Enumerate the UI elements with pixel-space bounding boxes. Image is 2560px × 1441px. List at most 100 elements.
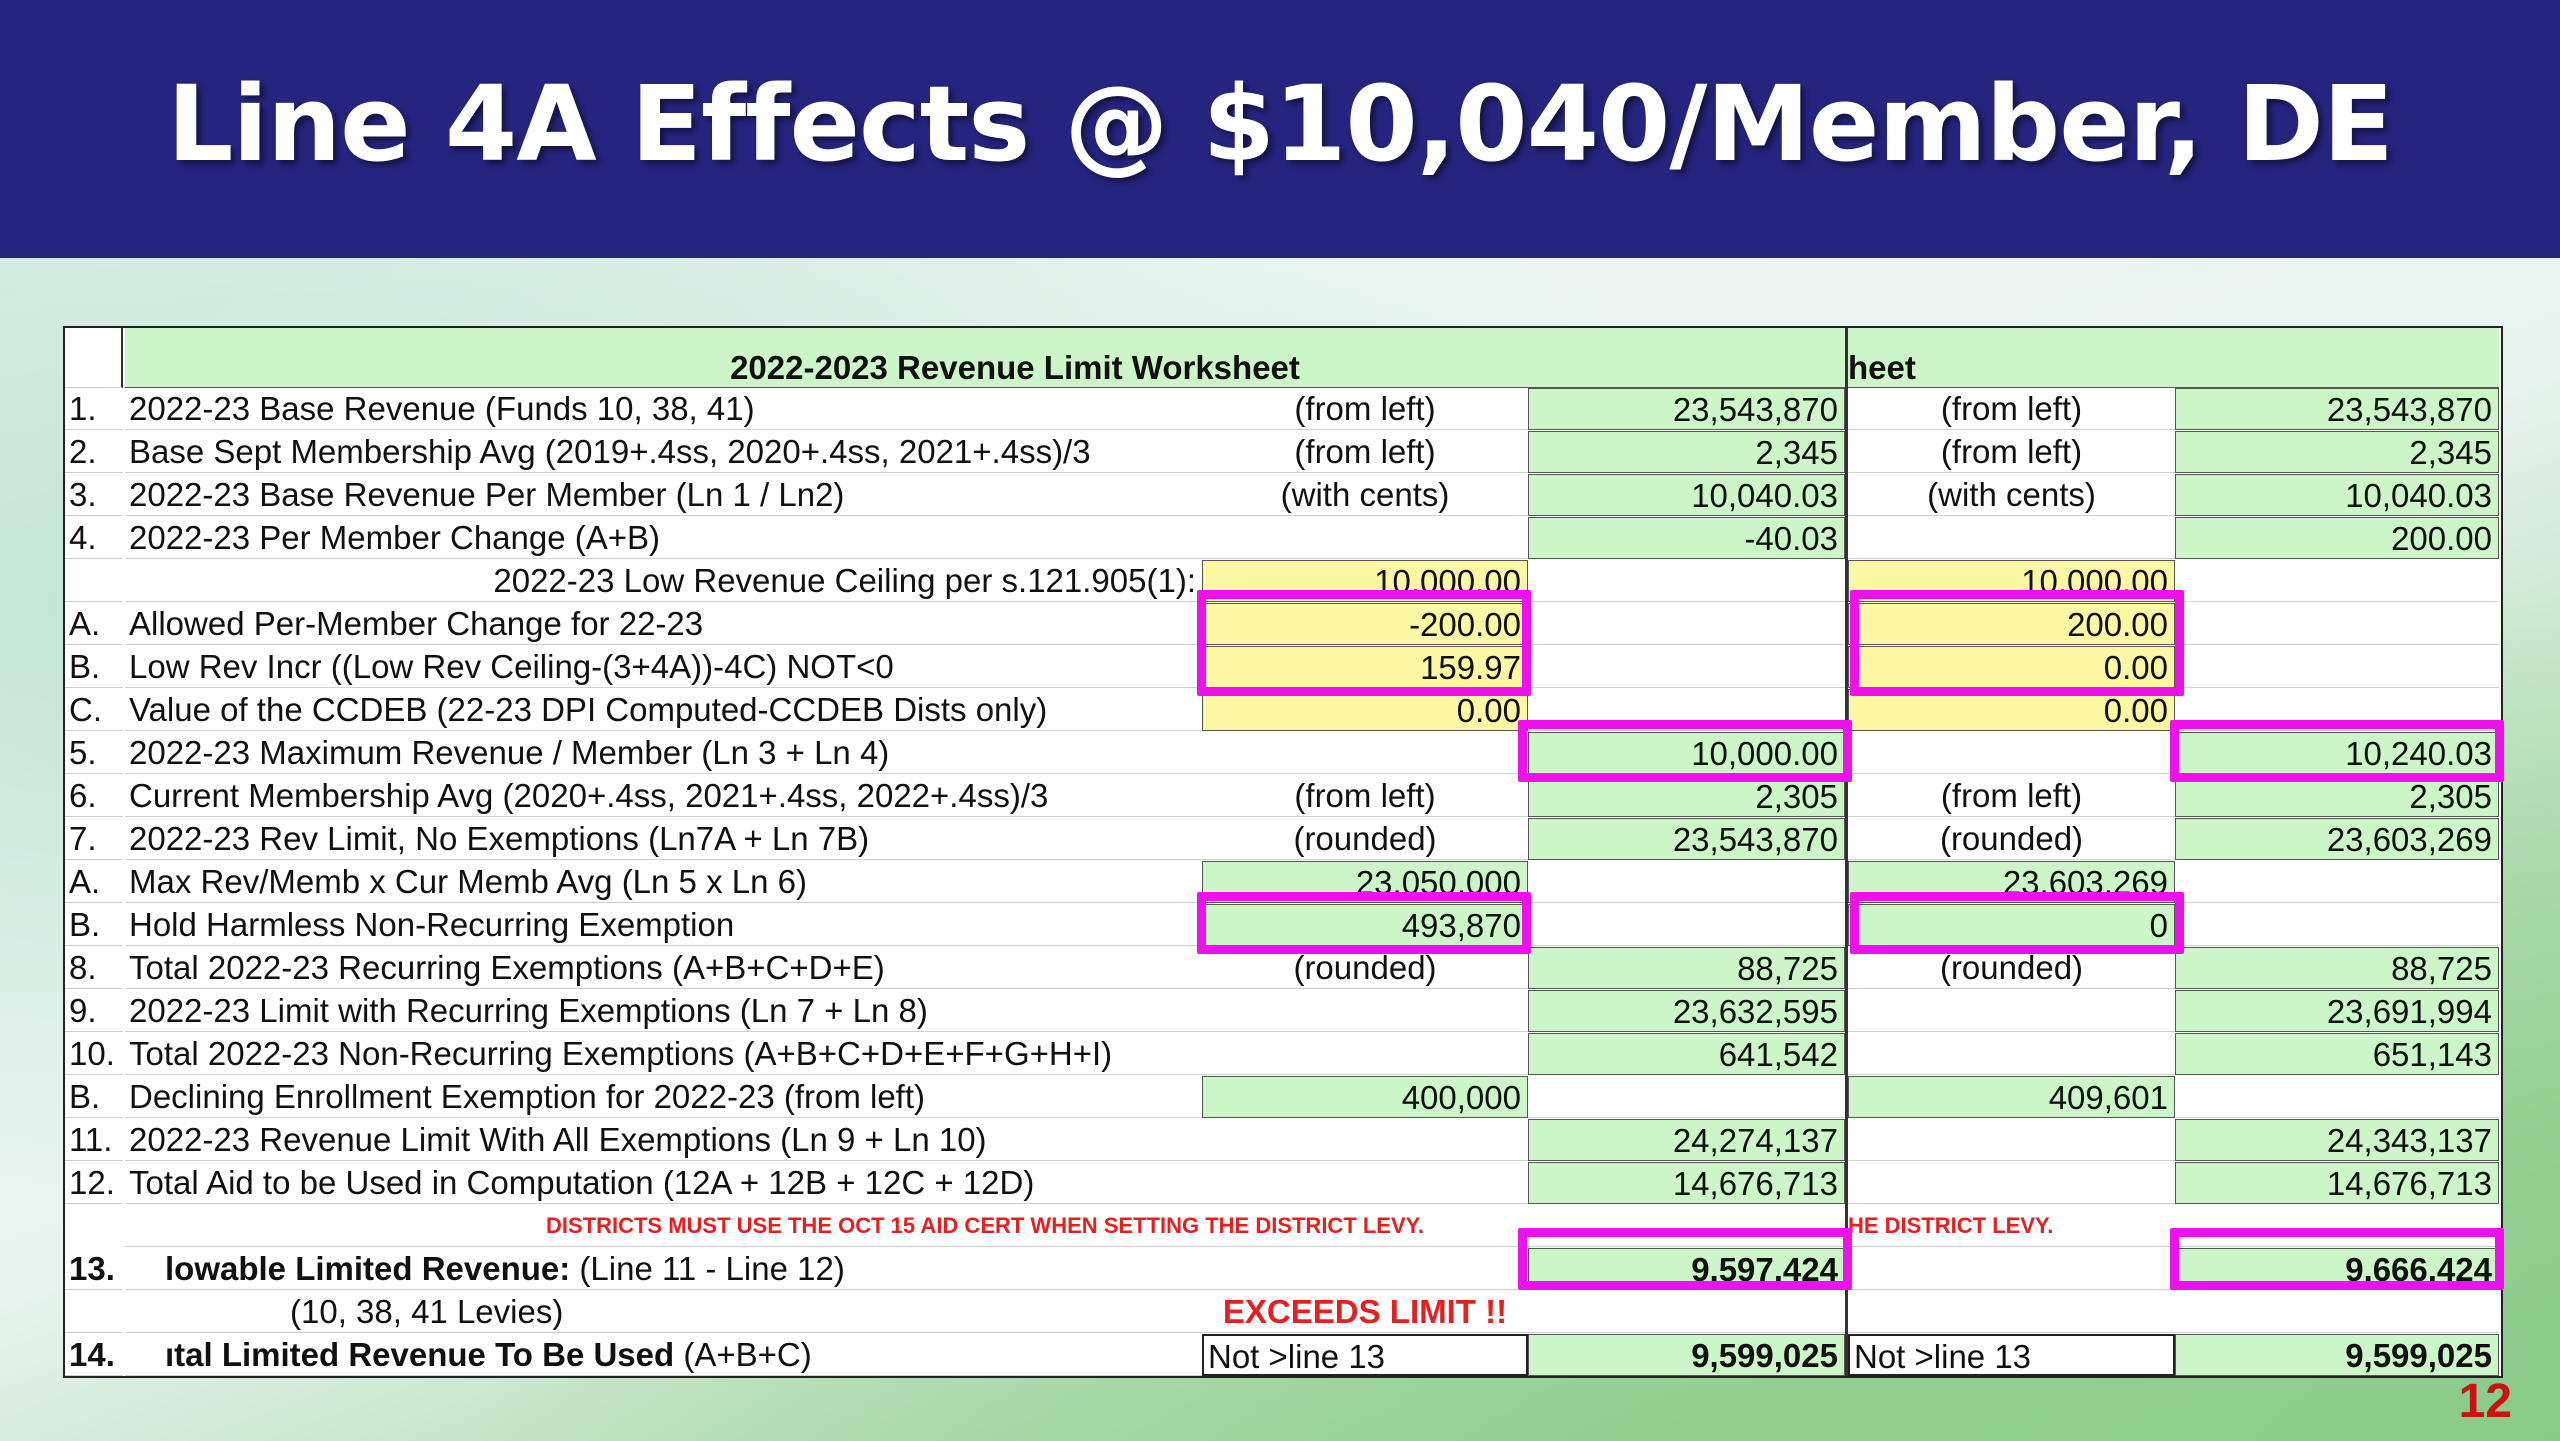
right-result-cell: 9,599,025 (2175, 1334, 2499, 1376)
row-label: Allowed Per-Member Change for 22-23 (125, 603, 1202, 645)
row-label: 2022-23 Base Revenue Per Member (Ln 1 / … (125, 474, 1202, 516)
left-result-cell: -40.03 (1528, 517, 1845, 559)
highlight-left-4A-4B (1197, 590, 1531, 696)
left-input-cell: (rounded) (1202, 947, 1528, 989)
row-number: A. (65, 861, 123, 903)
left-result-cell (1528, 646, 1845, 688)
row-label: Current Membership Avg (2020+.4ss, 2021+… (125, 775, 1202, 817)
highlight-left-line5 (1518, 720, 1852, 782)
row-number: 10. (65, 1033, 123, 1075)
worksheet-row-13b: (10, 38, 41 Levies) EXCEEDS LIMIT !! (65, 1291, 2501, 1334)
right-input-cell (1848, 1162, 2175, 1204)
left-result-cell (1528, 861, 1845, 903)
right-input-cell: (with cents) (1848, 474, 2175, 516)
worksheet-row: 9. 2022-23 Limit with Recurring Exemption… (65, 990, 2501, 1033)
right-input-cell (1848, 1119, 2175, 1161)
right-input-cell (1848, 1291, 2175, 1333)
slide-title: Line 4A Effects @ $10,040/Member, DE (167, 63, 2394, 185)
left-input-cell (1202, 1119, 1528, 1161)
worksheet-row: 7. 2022-23 Rev Limit, No Exemptions (Ln7A… (65, 818, 2501, 861)
row-number (65, 560, 123, 602)
right-input-cell: (from left) (1848, 775, 2175, 817)
worksheet-row: 11. 2022-23 Revenue Limit With All Exempt… (65, 1119, 2501, 1162)
row-number: B. (65, 646, 123, 688)
left-result-cell: 24,274,137 (1528, 1119, 1845, 1161)
worksheet-row-13: 13. lowable Limited Revenue: (Line 11 - L… (65, 1248, 2501, 1291)
left-input-cell: 0.00 (1202, 689, 1528, 731)
worksheet-row: C. Value of the CCDEB (22-23 DPI Computed… (65, 689, 2501, 732)
right-input-cell: 409,601 (1848, 1076, 2175, 1118)
worksheet-row: 2. Base Sept Membership Avg (2019+.4ss, 2… (65, 431, 2501, 474)
row-number (65, 1291, 123, 1333)
row-label: Total 2022-23 Recurring Exemptions (A+B+… (125, 947, 1202, 989)
row-label: Base Sept Membership Avg (2019+.4ss, 202… (125, 431, 1202, 473)
row-number: B. (65, 904, 123, 946)
right-input-cell (1848, 1033, 2175, 1075)
row-label: Max Rev/Memb x Cur Memb Avg (Ln 5 x Ln 6… (125, 861, 1202, 903)
right-result-cell: 24,343,137 (2175, 1119, 2499, 1161)
right-result-cell: 2,345 (2175, 431, 2499, 473)
header-right-title: heet (1848, 328, 2499, 388)
right-input-cell: (rounded) (1848, 818, 2175, 860)
worksheet-row: 1. 2022-23 Base Revenue (Funds 10, 38, 41… (65, 388, 2501, 431)
worksheet-row: A. Max Rev/Memb x Cur Memb Avg (Ln 5 x Ln… (65, 861, 2501, 904)
highlight-right-7B (1850, 892, 2184, 954)
highlight-right-line13 (2170, 1228, 2504, 1290)
slide-number: 12 (2458, 1375, 2512, 1428)
left-input-cell (1202, 517, 1528, 559)
right-result-cell: 23,691,994 (2175, 990, 2499, 1032)
row13-label-rest: (Line 11 - Line 12) (570, 1250, 845, 1287)
row-label: (10, 38, 41 Levies) (125, 1291, 1202, 1333)
right-input-cell: (from left) (1848, 388, 2175, 430)
row-number: B. (65, 1076, 123, 1118)
highlight-right-line5 (2170, 720, 2504, 782)
left-result-cell: 10,040.03 (1528, 474, 1845, 516)
left-input-cell: 493,870 (1202, 904, 1528, 946)
right-result-cell: 23,603,269 (2175, 818, 2499, 860)
right-result-cell (2175, 904, 2499, 946)
row-number: 11. (65, 1119, 123, 1161)
row-number: 1. (65, 388, 123, 430)
row-number: 12. (65, 1162, 123, 1204)
right-result-cell (2175, 560, 2499, 602)
left-result-cell (1528, 904, 1845, 946)
row-label: 2022-23 Limit with Recurring Exemptions … (125, 990, 1202, 1032)
row-label: Total 2022-23 Non-Recurring Exemptions (… (125, 1033, 1202, 1075)
row-label: Hold Harmless Non-Recurring Exemption (125, 904, 1202, 946)
left-input-cell (1202, 1033, 1528, 1075)
header-corner (65, 328, 123, 388)
left-input-cell: -200.00 (1202, 603, 1528, 645)
worksheet-row: B. Declining Enrollment Exemption for 202… (65, 1076, 2501, 1119)
row-label: 2022-23 Revenue Limit With All Exemption… (125, 1119, 1202, 1161)
row-number: 9. (65, 990, 123, 1032)
highlight-left-line13 (1518, 1228, 1852, 1290)
left-input-cell: Not >line 13 (1202, 1334, 1528, 1376)
right-input-cell: Not >line 13 (1848, 1334, 2175, 1376)
left-result-cell: 9,599,025 (1528, 1334, 1845, 1376)
row-label: Total Aid to be Used in Computation (12A… (125, 1162, 1202, 1204)
left-result-cell (1528, 603, 1845, 645)
right-input-cell (1848, 990, 2175, 1032)
left-result-cell (1528, 1076, 1845, 1118)
row13-label-bold: lowable Limited Revenue: (165, 1250, 571, 1287)
row-label: Low Rev Incr ((Low Rev Ceiling-(3+4A))-4… (125, 646, 1202, 688)
left-input-cell: (rounded) (1202, 818, 1528, 860)
exceeds-limit-warning: EXCEEDS LIMIT !! (1202, 1291, 1528, 1333)
right-input-cell: 200.00 (1848, 603, 2175, 645)
right-result-cell (2175, 1291, 2499, 1333)
right-result-cell: 23,543,870 (2175, 388, 2499, 430)
row-label: Declining Enrollment Exemption for 2022-… (125, 1076, 1202, 1118)
right-result-cell (2175, 646, 2499, 688)
left-input-cell: (from left) (1202, 431, 1528, 473)
row-number: 6. (65, 775, 123, 817)
left-result-cell: 2,345 (1528, 431, 1845, 473)
row-label: 2022-23 Per Member Change (A+B) (125, 517, 1202, 559)
right-input-cell (1848, 1248, 2175, 1290)
row-number: 7. (65, 818, 123, 860)
left-result-cell: 14,676,713 (1528, 1162, 1845, 1204)
worksheet-row: 3. 2022-23 Base Revenue Per Member (Ln 1 … (65, 474, 2501, 517)
right-result-cell (2175, 1076, 2499, 1118)
right-input-cell: 0.00 (1848, 646, 2175, 688)
left-result-cell (1528, 1291, 1845, 1333)
left-input-cell (1202, 1248, 1528, 1290)
